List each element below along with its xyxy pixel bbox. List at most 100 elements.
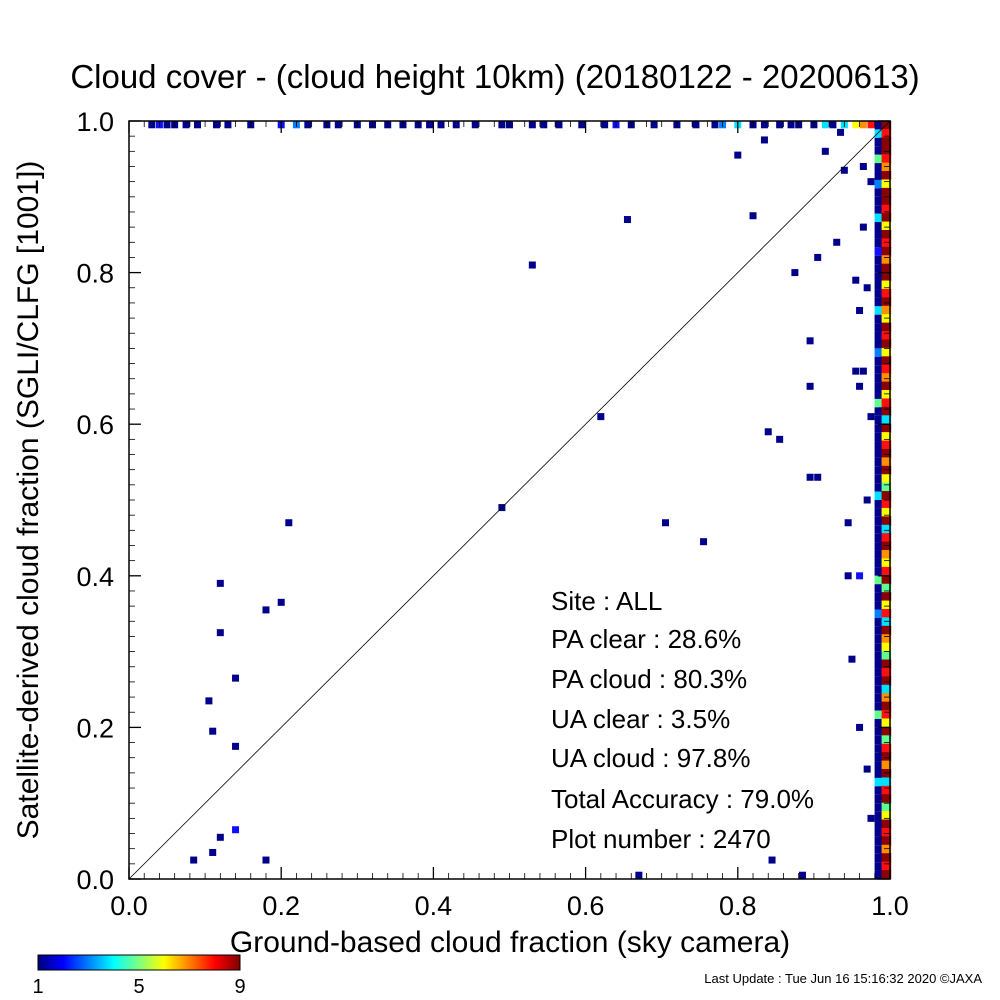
- data-point-near-right-column: [874, 643, 882, 652]
- data-point-right-column: [879, 491, 892, 501]
- data-point-near-right-column: [874, 761, 882, 770]
- data-point-right-column: [879, 390, 892, 400]
- data-point: [856, 572, 864, 580]
- data-point: [209, 727, 217, 735]
- colorbar-mid-label: 5: [133, 976, 144, 998]
- data-point: [760, 136, 768, 144]
- stat-plot-number: Plot number : 2470: [551, 824, 771, 854]
- stat-ua-clear: UA clear : 3.5%: [551, 704, 730, 734]
- data-point-near-right-column: [874, 862, 882, 871]
- data-point: [798, 871, 806, 879]
- data-point-right-column: [879, 204, 892, 215]
- colorbar-max-label: 9: [234, 976, 245, 998]
- data-point-right-column: [879, 718, 892, 728]
- data-point-near-right-column: [874, 634, 882, 644]
- data-point-right-column: [879, 272, 892, 282]
- data-point-right-column: [879, 263, 892, 274]
- data-point-near-right-column: [874, 179, 882, 189]
- data-point-near-right-column: [874, 651, 882, 661]
- y-tick-label: 0.6: [76, 410, 114, 440]
- data-point-right-column: [879, 625, 892, 636]
- data-point-near-right-column: [874, 441, 882, 450]
- data-point: [285, 519, 293, 527]
- data-point-right-column: [879, 373, 892, 383]
- data-point-right-column: [879, 238, 892, 248]
- y-tick-label: 0.4: [76, 562, 114, 592]
- data-point-right-column: [879, 398, 892, 408]
- data-point-right-column: [879, 448, 892, 459]
- data-point-right-column: [879, 196, 892, 206]
- data-point: [209, 848, 217, 856]
- data-point-near-right-column: [874, 735, 882, 745]
- data-point-right-column: [879, 221, 892, 231]
- data-point: [232, 826, 240, 834]
- data-point-near-right-column: [874, 205, 882, 214]
- data-point-near-right-column: [874, 508, 882, 517]
- data-point-right-column: [879, 297, 892, 307]
- data-point: [635, 871, 643, 879]
- data-point-top-row: [148, 121, 156, 129]
- data-point-right-column: [879, 592, 892, 602]
- data-point-right-column: [879, 499, 892, 509]
- data-point-near-right-column: [874, 845, 882, 854]
- data-point: [840, 166, 848, 174]
- y-tick-label: 0.2: [76, 713, 114, 743]
- data-point-near-right-column: [874, 483, 882, 492]
- data-point-right-column: [879, 474, 892, 484]
- data-point-near-right-column: [874, 255, 882, 265]
- data-point-near-right-column: [874, 584, 882, 593]
- data-point-near-right-column: [874, 693, 882, 703]
- data-point: [806, 382, 814, 390]
- x-tick-label: 0.8: [719, 891, 757, 921]
- data-point-near-right-column: [874, 306, 882, 315]
- data-point-near-right-column: [874, 542, 882, 551]
- data-point-near-right-column: [874, 575, 882, 585]
- data-point: [852, 276, 860, 284]
- data-point-right-column: [879, 154, 892, 164]
- data-point-near-right-column: [874, 794, 882, 804]
- data-point-right-column: [879, 558, 892, 568]
- data-point-near-right-column: [874, 853, 882, 863]
- data-point-right-column: [879, 811, 892, 821]
- data-point-near-right-column: [874, 870, 882, 879]
- x-tick-label: 0.6: [567, 891, 605, 921]
- colorbar-gradient: [37, 954, 241, 971]
- data-point-top-row: [692, 121, 700, 129]
- data-point-near-right-column: [874, 365, 882, 374]
- data-point-near-right-column: [874, 609, 882, 618]
- data-point-top-row: [852, 121, 860, 129]
- data-point: [262, 606, 270, 614]
- data-point: [844, 572, 852, 580]
- data-point-top-row: [213, 121, 221, 129]
- data-point-right-column: [879, 634, 892, 644]
- data-point-near-right-column: [874, 449, 882, 458]
- data-point-near-right-column: [874, 238, 882, 248]
- data-point-near-right-column: [874, 146, 882, 155]
- data-point: [749, 212, 757, 220]
- data-point-top-row: [304, 121, 312, 129]
- x-axis-label: Ground-based cloud fraction (sky camera): [230, 926, 790, 959]
- data-point-near-right-column: [874, 558, 882, 568]
- data-point-right-column: [879, 406, 892, 417]
- data-point-top-row: [334, 121, 342, 129]
- data-point-right-column: [879, 541, 892, 552]
- data-point-near-right-column: [874, 592, 882, 602]
- data-point: [776, 435, 784, 443]
- data-point-right-column: [879, 381, 892, 392]
- data-point: [856, 723, 864, 731]
- data-point-near-right-column: [874, 820, 882, 829]
- data-point-right-column: [879, 145, 892, 156]
- data-point-near-right-column: [874, 432, 882, 442]
- data-point-near-right-column: [874, 230, 882, 239]
- data-point-right-column: [879, 162, 892, 173]
- data-point: [190, 856, 198, 864]
- data-point: [859, 223, 867, 231]
- data-point-right-column: [879, 575, 892, 585]
- data-point: [863, 284, 871, 292]
- data-point-near-right-column: [874, 247, 882, 256]
- stats-box: Site : ALL PA clear : 28.6% PA cloud : 8…: [551, 586, 814, 854]
- data-point: [806, 473, 814, 481]
- axis-ticks: 0.0 0.2 0.4 0.6 0.8 1.0 0.0 0.2 0.4 0.6 0.8 1.0: [76, 107, 908, 921]
- data-point: [768, 856, 776, 864]
